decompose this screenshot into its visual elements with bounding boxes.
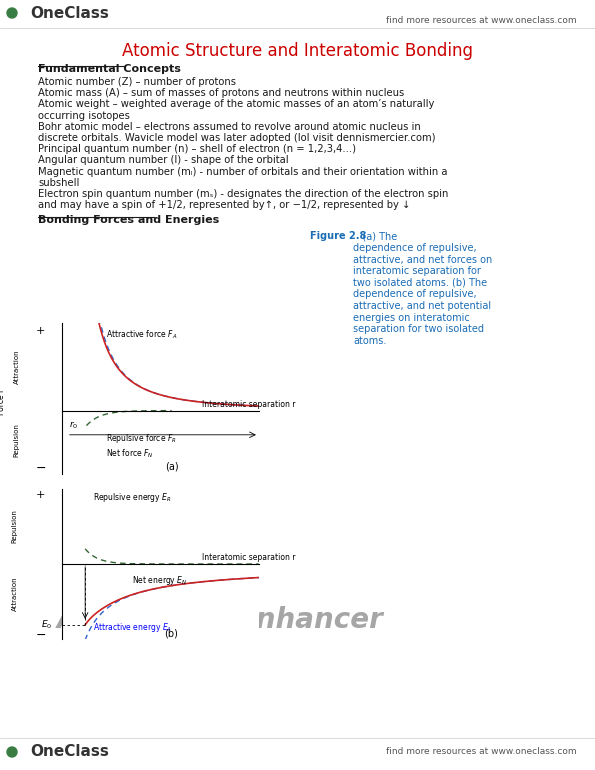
Text: Net force $F_N$: Net force $F_N$ [106,447,154,460]
Text: Bohr atomic model – electrons assumed to revolve around atomic nucleus in: Bohr atomic model – electrons assumed to… [38,122,421,132]
Text: find more resources at www.oneclass.com: find more resources at www.oneclass.com [386,748,577,756]
Text: discrete orbitals. Wavicle model was later adopted (lol visit dennismercier.com): discrete orbitals. Wavicle model was lat… [38,133,436,143]
Text: Force F: Force F [0,387,6,414]
Text: subshell: subshell [38,178,79,188]
Text: Atomic weight – weighted average of the atomic masses of an atom’s naturally: Atomic weight – weighted average of the … [38,99,434,109]
Text: Net energy $E_N$: Net energy $E_N$ [132,574,188,587]
Text: Electron spin quantum number (mₛ) - designates the direction of the electron spi: Electron spin quantum number (mₛ) - desi… [38,189,449,199]
Text: −: − [36,629,46,642]
Text: Attractive energy $E_A$: Attractive energy $E_A$ [93,621,172,634]
Text: (b): (b) [165,628,178,638]
Circle shape [7,8,17,18]
Text: Attraction: Attraction [11,577,17,611]
Text: $E_0$: $E_0$ [40,618,52,631]
Text: +: + [36,490,45,500]
Text: (a) The
dependence of repulsive,
attractive, and net forces on
interatomic separ: (a) The dependence of repulsive, attract… [353,232,492,346]
Text: Figure 2.8: Figure 2.8 [310,232,367,242]
Text: and may have a spin of +1/2, represented by↑, or −1/2, represented by ↓: and may have a spin of +1/2, represented… [38,200,411,210]
Text: (a): (a) [165,462,178,472]
Circle shape [7,747,17,757]
Text: Fundamental Concepts: Fundamental Concepts [38,64,181,74]
Text: +: + [36,326,45,336]
Text: Atomic number (Z) – number of protons: Atomic number (Z) – number of protons [38,77,236,87]
Text: Atomic mass (A) – sum of masses of protons and neutrons within nucleus: Atomic mass (A) – sum of masses of proto… [38,89,404,99]
Text: Apago PDF Enhancer: Apago PDF Enhancer [57,606,383,634]
Text: $r_0$: $r_0$ [69,420,79,431]
Text: −: − [36,462,46,475]
Text: Repulsion: Repulsion [14,423,20,457]
Text: Angular quantum number (l) - shape of the orbital: Angular quantum number (l) - shape of th… [38,156,289,166]
Text: Repulsive energy $E_R$: Repulsive energy $E_R$ [93,491,172,504]
Text: occurring isotopes: occurring isotopes [38,111,130,121]
Text: Bonding Forces and Energies: Bonding Forces and Energies [38,216,219,226]
Text: Attraction: Attraction [14,350,20,384]
Text: Atomic Structure and Interatomic Bonding: Atomic Structure and Interatomic Bonding [121,42,472,60]
Text: Repulsion: Repulsion [11,510,17,544]
Text: Repulsive force $F_R$: Repulsive force $F_R$ [106,432,177,444]
Text: Interatomic separation r: Interatomic separation r [202,400,296,409]
Text: OneClass: OneClass [30,745,109,759]
Text: Attractive force $F_A$: Attractive force $F_A$ [106,329,177,341]
Text: find more resources at www.oneclass.com: find more resources at www.oneclass.com [386,16,577,25]
Text: Interatomic separation r: Interatomic separation r [202,554,296,562]
Text: OneClass: OneClass [30,6,109,22]
Text: Magnetic quantum number (mₗ) - number of orbitals and their orientation within a: Magnetic quantum number (mₗ) - number of… [38,166,447,176]
Text: Principal quantum number (n) – shell of electron (n = 1,2,3,4...): Principal quantum number (n) – shell of … [38,144,356,154]
